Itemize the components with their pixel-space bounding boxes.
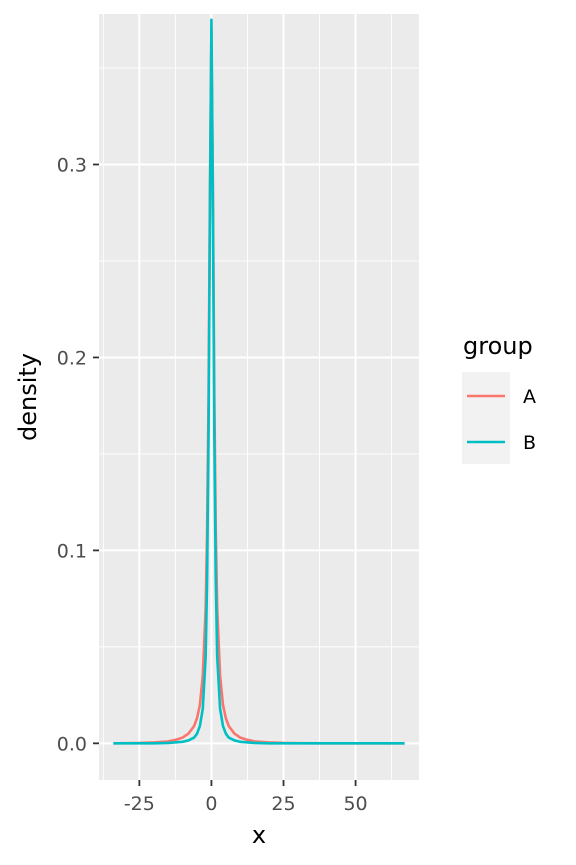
- legend-key-background: [462, 372, 510, 464]
- legend-label-b: B: [523, 432, 536, 454]
- x-axis: -25 0 25 50: [124, 780, 368, 815]
- x-tick-label: 50: [343, 793, 367, 815]
- grid-minor: [99, 14, 419, 780]
- y-tick-label: 0.3: [57, 154, 87, 176]
- plot-panel: [99, 14, 419, 780]
- y-axis-title: density: [14, 353, 42, 441]
- series-lines: [113, 18, 405, 745]
- legend: group A B: [462, 332, 536, 464]
- x-tick-label: 25: [271, 793, 295, 815]
- density-line-b: [113, 18, 405, 745]
- y-tick-label: 0.2: [57, 347, 87, 369]
- y-tick-label: 0.0: [57, 733, 87, 755]
- x-axis-title: x: [252, 821, 266, 849]
- legend-label-a: A: [523, 386, 536, 408]
- x-tick-label: 0: [205, 793, 217, 815]
- legend-title: group: [463, 332, 533, 360]
- y-axis: 0.0 0.1 0.2 0.3: [57, 154, 99, 755]
- y-tick-label: 0.1: [57, 540, 87, 562]
- x-tick-label: -25: [124, 793, 155, 815]
